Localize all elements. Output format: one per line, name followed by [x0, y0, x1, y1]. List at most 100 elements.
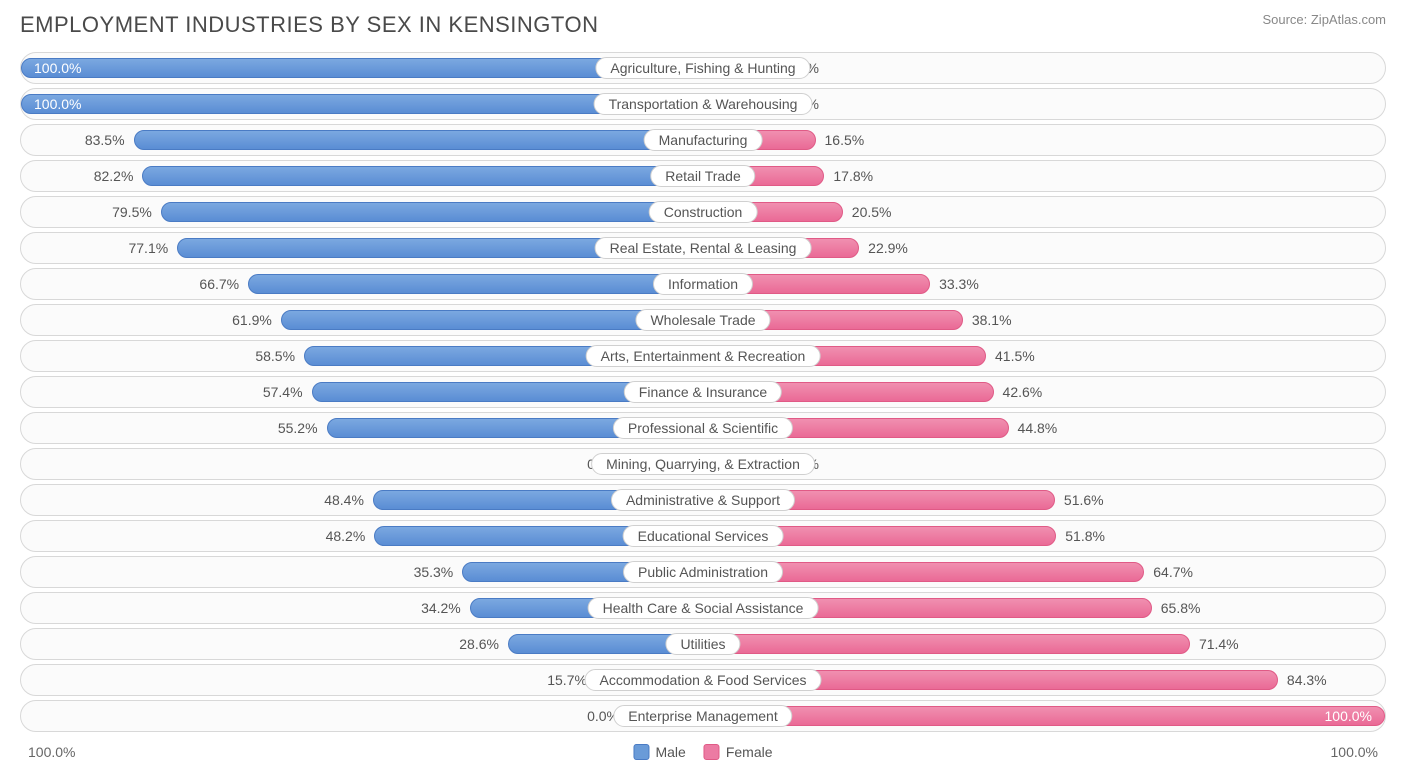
- male-bar: 82.2%: [142, 166, 703, 186]
- female-half: 51.8%: [703, 521, 1385, 551]
- female-half: 20.5%: [703, 197, 1385, 227]
- female-half: 17.8%: [703, 161, 1385, 191]
- chart-row: 100.0%0.0%Transportation & Warehousing: [20, 88, 1386, 120]
- female-value: 33.3%: [933, 276, 985, 292]
- chart-row: 28.6%71.4%Utilities: [20, 628, 1386, 660]
- category-label: Information: [653, 273, 753, 295]
- chart-row: 55.2%44.8%Professional & Scientific: [20, 412, 1386, 444]
- female-value: 64.7%: [1147, 564, 1199, 580]
- female-value: 44.8%: [1012, 420, 1064, 436]
- chart-row: 0.0% 100.0% Enterprise Management: [20, 700, 1386, 732]
- female-half: 33.3%: [703, 269, 1385, 299]
- chart-row: 83.5%16.5%Manufacturing: [20, 124, 1386, 156]
- category-label: Public Administration: [623, 561, 783, 583]
- male-half: 61.9%: [21, 305, 703, 335]
- category-label: Enterprise Management: [613, 705, 792, 727]
- chart-row: 61.9% 38.1% Wholesale Trade: [20, 304, 1386, 336]
- female-half: 16.5%: [703, 125, 1385, 155]
- axis-right-label: 100.0%: [1331, 744, 1378, 760]
- legend-male: Male: [633, 744, 685, 760]
- chart-row: 77.1% 22.9% Real Estate, Rental & Leasing: [20, 232, 1386, 264]
- category-label: Transportation & Warehousing: [594, 93, 813, 115]
- category-label: Finance & Insurance: [624, 381, 782, 403]
- male-value: 48.4%: [318, 492, 370, 508]
- male-half: 79.5%: [21, 197, 703, 227]
- female-value: 51.8%: [1059, 528, 1111, 544]
- female-value: 17.8%: [827, 168, 879, 184]
- chart-row: 35.3% 64.7% Public Administration: [20, 556, 1386, 588]
- chart-row: 0.0%0.0%Mining, Quarrying, & Extraction: [20, 448, 1386, 480]
- female-half: 64.7%: [703, 557, 1385, 587]
- male-value: 77.1%: [122, 240, 174, 256]
- male-half: 82.2%: [21, 161, 703, 191]
- female-half: 44.8%: [703, 413, 1385, 443]
- chart-source: Source: ZipAtlas.com: [1262, 12, 1386, 27]
- male-half: 48.4%: [21, 485, 703, 515]
- category-label: Wholesale Trade: [635, 309, 770, 331]
- legend: Male Female: [633, 744, 772, 760]
- category-label: Accommodation & Food Services: [585, 669, 822, 691]
- category-label: Real Estate, Rental & Leasing: [595, 237, 812, 259]
- male-half: 66.7%: [21, 269, 703, 299]
- male-value: 55.2%: [272, 420, 324, 436]
- diverging-bar-chart: 100.0%0.0%Agriculture, Fishing & Hunting…: [20, 52, 1386, 732]
- female-half: 71.4%: [703, 629, 1385, 659]
- category-label: Manufacturing: [644, 129, 763, 151]
- female-value: 100.0%: [1319, 708, 1378, 724]
- female-value: 84.3%: [1281, 672, 1333, 688]
- female-value: 22.9%: [862, 240, 914, 256]
- chart-footer: 100.0% Male Female 100.0%: [20, 740, 1386, 764]
- male-half: 48.2%: [21, 521, 703, 551]
- chart-row: 48.2%51.8%Educational Services: [20, 520, 1386, 552]
- chart-row: 66.7% 33.3% Information: [20, 268, 1386, 300]
- category-label: Agriculture, Fishing & Hunting: [595, 57, 810, 79]
- female-value: 51.6%: [1058, 492, 1110, 508]
- legend-female: Female: [704, 744, 773, 760]
- chart-row: 15.7%84.3%Accommodation & Food Services: [20, 664, 1386, 696]
- female-value: 41.5%: [989, 348, 1041, 364]
- female-half: 100.0%: [703, 701, 1385, 731]
- male-value: 82.2%: [88, 168, 140, 184]
- chart-title: EMPLOYMENT INDUSTRIES BY SEX IN KENSINGT…: [20, 12, 598, 38]
- category-label: Retail Trade: [650, 165, 755, 187]
- category-label: Utilities: [665, 633, 740, 655]
- chart-row: 57.4%42.6%Finance & Insurance: [20, 376, 1386, 408]
- female-value: 20.5%: [846, 204, 898, 220]
- female-bar: 100.0%: [703, 706, 1385, 726]
- male-value: 28.6%: [453, 636, 505, 652]
- category-label: Arts, Entertainment & Recreation: [586, 345, 821, 367]
- chart-row: 79.5% 20.5% Construction: [20, 196, 1386, 228]
- male-value: 100.0%: [28, 96, 87, 112]
- legend-male-label: Male: [655, 744, 685, 760]
- male-bar: 66.7%: [248, 274, 703, 294]
- female-bar: 71.4%: [703, 634, 1190, 654]
- chart-row: 58.5% 41.5% Arts, Entertainment & Recreati…: [20, 340, 1386, 372]
- male-value: 66.7%: [193, 276, 245, 292]
- female-half: 42.6%: [703, 377, 1385, 407]
- male-bar: 83.5%: [134, 130, 703, 150]
- male-value: 48.2%: [320, 528, 372, 544]
- male-value: 61.9%: [226, 312, 278, 328]
- female-half: 51.6%: [703, 485, 1385, 515]
- male-half: 57.4%: [21, 377, 703, 407]
- female-value: 38.1%: [966, 312, 1018, 328]
- female-value: 71.4%: [1193, 636, 1245, 652]
- male-value: 35.3%: [408, 564, 460, 580]
- male-value: 58.5%: [249, 348, 301, 364]
- chart-row: 100.0%0.0%Agriculture, Fishing & Hunting: [20, 52, 1386, 84]
- female-value: 65.8%: [1155, 600, 1207, 616]
- male-half: 0.0%: [21, 701, 703, 731]
- male-value: 34.2%: [415, 600, 467, 616]
- category-label: Mining, Quarrying, & Extraction: [591, 453, 815, 475]
- category-label: Construction: [649, 201, 758, 223]
- male-value: 79.5%: [106, 204, 158, 220]
- male-bar: 79.5%: [161, 202, 703, 222]
- chart-row: 34.2%65.8%Health Care & Social Assistanc…: [20, 592, 1386, 624]
- male-value: 83.5%: [79, 132, 131, 148]
- axis-left-label: 100.0%: [28, 744, 75, 760]
- legend-female-label: Female: [726, 744, 773, 760]
- male-value: 100.0%: [28, 60, 87, 76]
- male-half: 83.5%: [21, 125, 703, 155]
- female-swatch-icon: [704, 744, 720, 760]
- male-swatch-icon: [633, 744, 649, 760]
